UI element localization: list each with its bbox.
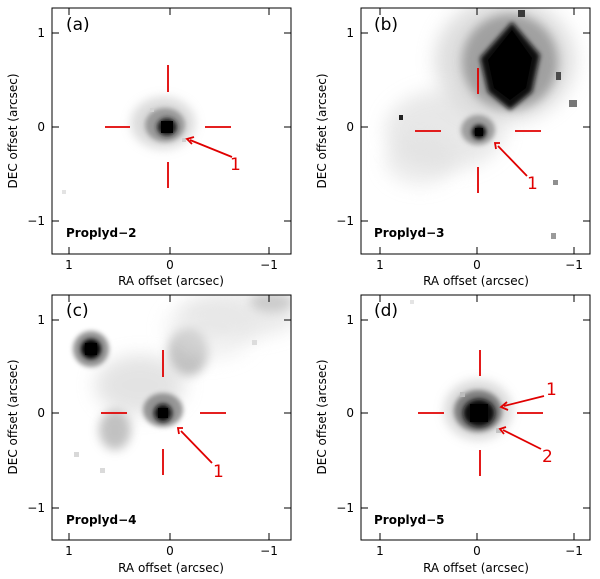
panel-b-ticks	[361, 8, 590, 254]
panel-b-image	[385, 8, 577, 239]
panel-d-frame	[360, 294, 591, 541]
y-tick-label: −1	[27, 214, 45, 228]
panel-c-x-axis-label: RA offset (arcsec)	[118, 561, 224, 575]
y-tick-label: 0	[346, 406, 354, 420]
panel-c-y-axis-label: DEC offset (arcsec)	[6, 360, 20, 475]
panel-d: 1 2 (d) Proplyd−5 1 0 −1 1 0 −1 RA offse…	[315, 294, 591, 575]
x-tick-label: −1	[260, 258, 278, 272]
panel-d-y-tick-labels: 1 0 −1	[336, 313, 354, 515]
panel-b-x-axis-label: RA offset (arcsec)	[423, 274, 529, 288]
panel-a-y-tick-labels: 1 0 −1	[27, 26, 45, 228]
panel-c-name: Proplyd−4	[66, 513, 136, 527]
y-tick-label: 1	[346, 313, 354, 327]
y-tick-label: 0	[37, 120, 45, 134]
panel-d-y-axis-label: DEC offset (arcsec)	[315, 360, 329, 475]
x-tick-label: 0	[166, 258, 174, 272]
x-tick-label: −1	[565, 544, 583, 558]
panel-d-name: Proplyd−5	[374, 513, 444, 527]
y-tick-label: 0	[37, 406, 45, 420]
panel-b-letter: (b)	[374, 15, 398, 35]
panel-c-arrow-1: 1	[176, 427, 224, 482]
panel-a-name: Proplyd−2	[66, 226, 136, 240]
panel-d-source-blob	[410, 300, 512, 440]
panel-c-image	[73, 295, 291, 473]
x-tick-label: −1	[260, 544, 278, 558]
panel-c: 1 (c) Proplyd−4 1 0 −1 1 0 −1 RA offset …	[6, 294, 292, 575]
panel-b-arrow-1-label: 1	[527, 174, 538, 194]
panel-a-letter: (a)	[66, 15, 90, 35]
panel-d-crosshair	[418, 350, 543, 476]
y-tick-label: −1	[27, 501, 45, 515]
x-tick-label: 1	[65, 544, 73, 558]
x-tick-label: 0	[166, 544, 174, 558]
y-tick-label: 0	[346, 120, 354, 134]
y-tick-label: 1	[37, 313, 45, 327]
panel-d-letter: (d)	[374, 301, 398, 321]
panel-c-bright-source	[73, 331, 109, 367]
panel-a-frame	[51, 7, 292, 255]
panel-d-x-tick-labels: 1 0 −1	[376, 544, 583, 558]
panel-a-y-axis-label: DEC offset (arcsec)	[6, 74, 20, 189]
panel-c-ticks	[52, 295, 291, 540]
panel-d-ticks	[361, 295, 590, 540]
panel-b: 1 (b) Proplyd−3 1 0 −1 1 0 −1 RA offset …	[315, 7, 591, 288]
panel-a-arrow-1-label: 1	[230, 155, 241, 175]
panel-c-target-source	[143, 393, 183, 427]
panel-a-crosshair	[105, 65, 231, 188]
x-tick-label: 0	[473, 258, 481, 272]
panel-d-x-axis-label: RA offset (arcsec)	[423, 561, 529, 575]
panel-b-y-axis-label: DEC offset (arcsec)	[315, 74, 329, 189]
panel-c-frame	[51, 294, 292, 541]
panel-b-arrow-1: 1	[493, 142, 538, 194]
panel-b-frame	[360, 7, 591, 255]
panel-d-arrow-2-label: 2	[542, 447, 553, 467]
x-tick-label: 0	[473, 544, 481, 558]
panel-b-y-tick-labels: 1 0 −1	[336, 26, 354, 228]
x-tick-label: −1	[565, 258, 583, 272]
panel-d-arrow-1: 1	[499, 380, 557, 411]
panel-b-x-tick-labels: 1 0 −1	[376, 258, 583, 272]
panel-a-source-blob	[62, 97, 195, 194]
x-tick-label: 1	[376, 258, 384, 272]
panel-c-diffuse-emission	[74, 295, 291, 473]
y-tick-label: −1	[336, 214, 354, 228]
panel-a-image	[62, 97, 195, 194]
panel-c-crosshair	[101, 350, 226, 475]
panel-b-target-source	[461, 115, 495, 145]
panel-d-arrow-1-label: 1	[546, 380, 557, 400]
panel-c-y-tick-labels: 1 0 −1	[27, 313, 45, 515]
x-tick-label: 1	[65, 258, 73, 272]
panel-b-bright-source	[385, 8, 577, 239]
panel-c-letter: (c)	[66, 301, 89, 321]
panel-c-x-tick-labels: 1 0 −1	[65, 544, 278, 558]
panel-a: 1 (a) Proplyd−2 1 0 −1 1 0 −1 RA offset …	[6, 7, 292, 288]
panel-a-x-axis-label: RA offset (arcsec)	[118, 274, 224, 288]
y-tick-label: 1	[346, 26, 354, 40]
panel-b-name: Proplyd−3	[374, 226, 444, 240]
panel-d-arrow-2: 2	[498, 426, 553, 467]
y-tick-label: 1	[37, 26, 45, 40]
y-tick-label: −1	[336, 501, 354, 515]
panel-a-ticks	[52, 8, 291, 254]
panel-b-crosshair	[415, 68, 541, 193]
x-tick-label: 1	[376, 544, 384, 558]
panel-d-image	[410, 300, 512, 440]
panel-a-arrow-1: 1	[185, 136, 241, 175]
panel-a-x-tick-labels: 1 0 −1	[65, 258, 278, 272]
panel-c-arrow-1-label: 1	[213, 462, 224, 482]
